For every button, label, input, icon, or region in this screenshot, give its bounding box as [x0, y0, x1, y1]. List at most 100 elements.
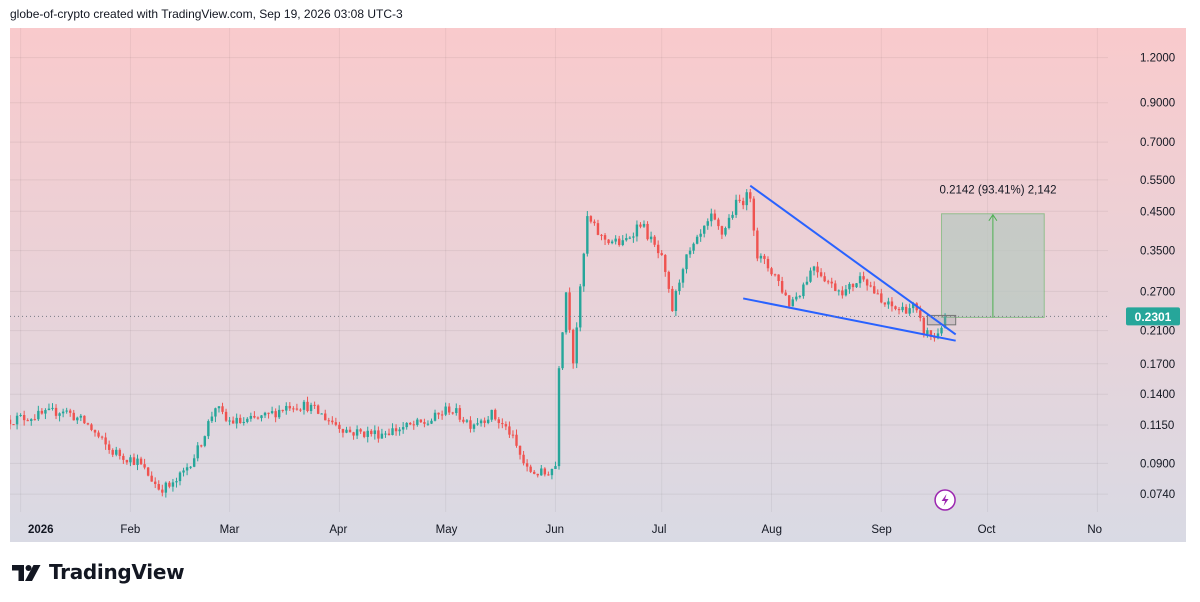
x-tick-label: Jul	[652, 524, 667, 536]
chart-canvas[interactable]: 0.2142 (93.41%) 2,142 1.2000 0.9000 0.7000…	[10, 28, 1186, 542]
candle-body	[76, 417, 79, 421]
x-tick-label: Aug	[762, 524, 782, 536]
candle-body	[557, 368, 561, 467]
candle-body	[837, 290, 841, 292]
candle-body	[320, 413, 323, 415]
candle-body	[345, 429, 348, 433]
price-axis[interactable]: 1.2000 0.9000 0.7000 0.5500 0.4500 0.3500 0.27…	[1126, 53, 1180, 501]
candle-body	[826, 281, 830, 283]
candle-body	[625, 238, 628, 241]
candle-body	[196, 445, 199, 459]
y-tick-label: 0.9000	[1140, 98, 1175, 110]
candle-body	[246, 418, 249, 422]
candle-body	[355, 429, 359, 436]
candle-body	[221, 406, 224, 412]
candle-body	[540, 468, 543, 476]
candle-body	[490, 409, 493, 420]
drawing-tools[interactable]: 0.2142 (93.41%) 2,142	[10, 184, 1108, 342]
candle-body	[784, 292, 787, 296]
candle-body	[660, 253, 663, 256]
trendline[interactable]	[742, 297, 956, 342]
candle-body	[416, 419, 419, 425]
candle-body	[111, 449, 114, 455]
candle-body	[154, 481, 157, 485]
x-tick-label: Feb	[120, 524, 140, 536]
candle-body	[292, 408, 295, 410]
time-axis[interactable]: 2026 Feb Mar Apr May Jun Jul Aug Sep Oct No	[28, 524, 1102, 536]
candle-body	[533, 471, 536, 474]
candle-body	[398, 429, 401, 432]
x-tick-label: Jun	[545, 524, 564, 536]
candle-body	[791, 299, 794, 307]
candle-body	[313, 404, 316, 406]
candle-body	[890, 301, 894, 307]
candle-body	[465, 420, 469, 422]
candle-body	[107, 444, 111, 450]
candle-body	[203, 436, 207, 446]
candle-body	[377, 430, 380, 439]
tradingview-logo-icon	[12, 565, 41, 581]
y-tick-label: 0.1150	[1140, 420, 1174, 432]
candle-body	[83, 415, 86, 424]
candle-body	[635, 224, 639, 237]
candle-body	[79, 415, 83, 418]
candle-body	[334, 422, 338, 425]
candle-body	[515, 434, 518, 446]
candle-body	[823, 276, 826, 282]
candle-body	[331, 420, 334, 423]
candle-body	[324, 413, 327, 421]
candle-body	[359, 429, 362, 432]
candle-body	[880, 293, 883, 303]
candle-body	[171, 482, 175, 487]
candle-body	[713, 213, 717, 220]
candle-body	[940, 327, 943, 334]
candle-body	[674, 291, 678, 311]
candle-body	[391, 428, 394, 436]
candle-body	[469, 420, 472, 429]
candle-body	[525, 463, 529, 467]
candle-body	[876, 293, 879, 295]
candle-body	[529, 466, 532, 472]
candle-body	[370, 430, 373, 435]
candle-body	[444, 406, 447, 415]
candle-body	[834, 283, 837, 291]
candle-body	[926, 330, 929, 335]
candle-body	[401, 427, 405, 430]
candle-body	[908, 308, 911, 314]
current-price-badge[interactable]	[1126, 307, 1180, 326]
candle-body	[561, 332, 564, 369]
x-tick-label: Mar	[220, 524, 240, 536]
x-tick-label: Oct	[978, 524, 997, 536]
candlestick-series	[10, 189, 947, 498]
candle-body	[26, 420, 29, 422]
candle-body	[10, 419, 12, 425]
y-tick-label: 1.2000	[1140, 53, 1175, 65]
candle-body	[593, 221, 596, 224]
y-tick-label: 0.1400	[1140, 389, 1175, 401]
candle-body	[458, 408, 462, 420]
candle-body	[281, 409, 284, 411]
candle-body	[462, 419, 465, 422]
event-badges[interactable]	[934, 489, 956, 511]
candle-body	[472, 424, 476, 429]
candle-body	[22, 415, 26, 421]
candle-body	[97, 432, 100, 437]
candle-body	[589, 216, 593, 222]
candle-body	[780, 281, 784, 293]
candle-body	[44, 410, 47, 414]
candle-body	[380, 433, 384, 439]
candle-body	[366, 430, 369, 437]
candle-body	[249, 415, 253, 419]
candle-body	[568, 292, 571, 330]
candle-body	[628, 237, 632, 239]
candle-body	[136, 458, 139, 465]
trendline[interactable]	[749, 184, 957, 336]
candle-body	[741, 200, 745, 206]
price-chart[interactable]: 0.2142 (93.41%) 2,142 1.2000 0.9000 0.7000…	[10, 28, 1186, 542]
candle-body	[788, 295, 791, 307]
candle-body	[738, 199, 741, 201]
candle-body	[681, 269, 685, 283]
candle-body	[409, 422, 412, 425]
candle-body	[511, 434, 515, 436]
candle-body	[30, 419, 33, 421]
